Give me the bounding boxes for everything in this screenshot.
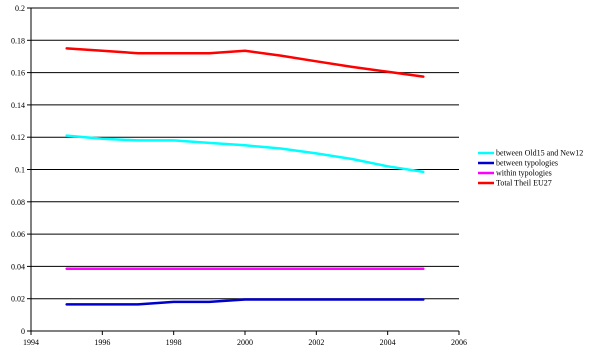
- y-tick-label: 0.14: [11, 101, 25, 110]
- series-lines: [65, 47, 425, 306]
- x-tick-label: 1994: [23, 338, 39, 347]
- series-line-total-theil-eu27: [65, 47, 425, 78]
- y-tick-label: 0.16: [11, 69, 25, 78]
- x-tick-label: 2004: [380, 338, 396, 347]
- series-line-between-typologies: [65, 298, 425, 306]
- x-tick-label: 1998: [166, 338, 182, 347]
- y-tick-label: 0: [21, 327, 25, 336]
- legend-label: Total Theil EU27: [496, 179, 552, 188]
- x-tick-labels: 1994 1996 1998 2000 2002 2004 2006: [23, 338, 467, 347]
- legend-label: between typologies: [496, 159, 558, 168]
- y-tick-label: 0.04: [11, 262, 25, 271]
- gridlines: [31, 7, 459, 300]
- series-line-between-old15-and-new12: [65, 134, 425, 174]
- x-tick-label: 2002: [308, 338, 324, 347]
- y-tick-label: 0.06: [11, 230, 25, 239]
- x-tick-label: 2006: [451, 338, 467, 347]
- legend-label: between Old15 and New12: [496, 149, 583, 158]
- x-tick-label: 1996: [94, 338, 110, 347]
- y-tick-label: 0.18: [11, 36, 25, 45]
- y-tick-label: 0.12: [11, 133, 25, 142]
- y-tick-labels: 0 0.02 0.04 0.06 0.08 0.1 0.12 0.14 0.16 0.18 0.2: [11, 4, 25, 336]
- y-tick-label: 0.08: [11, 198, 25, 207]
- y-tick-label: 0.02: [11, 295, 25, 304]
- y-tick-label: 0.2: [15, 4, 25, 13]
- x-tick-label: 2000: [237, 338, 253, 347]
- legend-label: within typologies: [496, 169, 552, 178]
- axes: [27, 7, 460, 335]
- y-tick-label: 0.1: [15, 166, 25, 175]
